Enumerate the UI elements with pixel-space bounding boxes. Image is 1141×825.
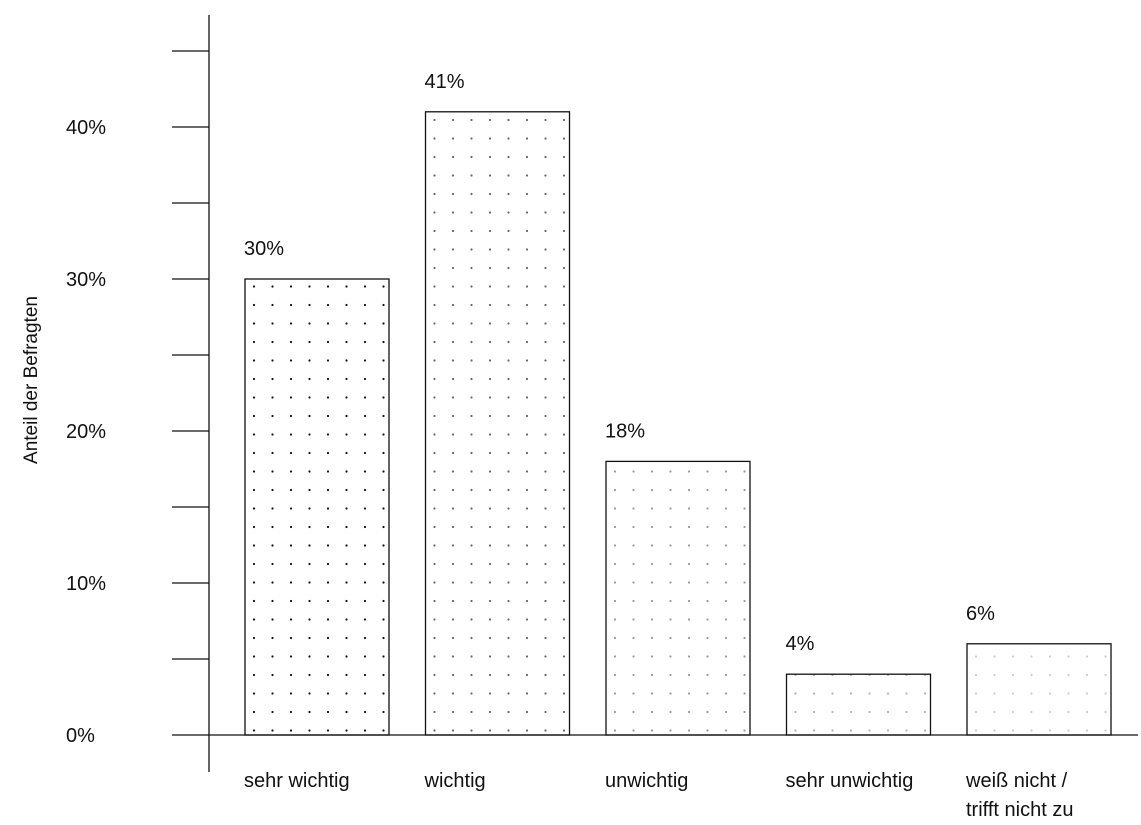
y-tick-label: 40% <box>66 117 106 139</box>
category-label: unwichtig <box>605 770 688 792</box>
y-tick-label: 20% <box>66 421 106 443</box>
bar-value-label: 41% <box>425 71 465 93</box>
bar-value-label: 30% <box>244 238 284 260</box>
bar-value-label: 4% <box>786 633 815 655</box>
y-tick-label: 10% <box>66 573 106 595</box>
x-axis: sehr wichtig wichtig unwichtig sehr unwicht… <box>172 735 1138 821</box>
bar <box>426 112 570 735</box>
category-label-line: wichtig <box>424 770 486 792</box>
category-label: wichtig <box>424 770 486 792</box>
bar <box>245 279 389 735</box>
bar-value-label: 6% <box>966 603 995 625</box>
bar-value-label: 18% <box>605 420 645 442</box>
y-tick-label: 30% <box>66 269 106 291</box>
category-label: weiß nicht / trifft nicht zu <box>965 770 1073 821</box>
category-label: sehr wichtig <box>244 770 350 792</box>
bar <box>967 644 1111 735</box>
bars: 30% 41% 18% 4% 6% <box>244 71 1111 735</box>
y-axis: 0% 10% 20% 30% 40% <box>66 15 209 772</box>
bar <box>606 461 750 735</box>
bar <box>787 674 931 735</box>
y-axis-title: Anteil der Befragten <box>21 296 42 464</box>
category-label-line: weiß nicht / <box>965 770 1068 792</box>
category-label: sehr unwichtig <box>786 770 914 792</box>
category-label-line: sehr unwichtig <box>786 770 914 792</box>
category-label-line: sehr wichtig <box>244 770 350 792</box>
y-tick-label: 0% <box>66 725 95 747</box>
category-label-line: unwichtig <box>605 770 688 792</box>
category-label-line: trifft nicht zu <box>966 799 1073 821</box>
